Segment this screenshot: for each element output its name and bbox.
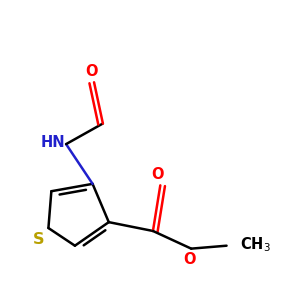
Text: O: O [85, 64, 98, 79]
Text: CH$_3$: CH$_3$ [240, 235, 271, 254]
Text: O: O [151, 167, 164, 182]
Text: HN: HN [40, 135, 65, 150]
Text: O: O [184, 252, 196, 267]
Text: S: S [33, 232, 45, 247]
